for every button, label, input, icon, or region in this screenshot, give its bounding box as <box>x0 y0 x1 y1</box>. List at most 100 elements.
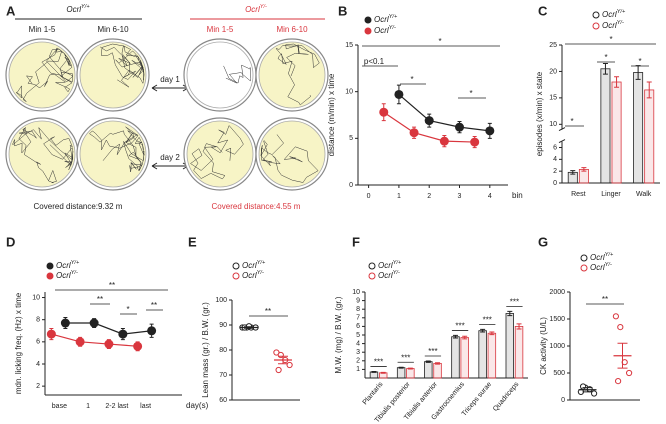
data-point <box>591 390 598 397</box>
arena-inner <box>8 120 76 188</box>
period-label: Min 6-10 <box>97 25 129 34</box>
y-tick-label: 2 <box>36 383 40 390</box>
trajectory <box>223 64 252 84</box>
mean-point <box>89 318 99 328</box>
bar <box>396 367 406 379</box>
error-bar <box>407 367 413 370</box>
error-bar <box>516 323 522 330</box>
legend-label: OcrlY/- <box>56 270 78 280</box>
error-bar <box>489 331 495 336</box>
day-arrows <box>151 84 189 170</box>
y-tick-label: 6 <box>36 339 40 346</box>
y-tick-label: 500 <box>553 370 565 377</box>
y-tick-label: 4 <box>553 156 557 163</box>
caption: Covered distance:4.55 m <box>212 202 301 211</box>
annotation: * <box>604 53 607 62</box>
mean-point <box>470 137 480 147</box>
y-tick-label: 8 <box>36 317 40 324</box>
arena-inner <box>186 41 254 109</box>
period-label: Min 1-5 <box>29 25 56 34</box>
legend-marker <box>232 262 240 270</box>
legend-label: OcrlY/- <box>602 20 624 30</box>
error-bar <box>371 371 377 373</box>
y-tick-label: 6 <box>356 323 360 330</box>
y-tick-label: 10 <box>549 121 557 128</box>
mean-point <box>424 116 434 126</box>
bar <box>633 72 644 184</box>
error-bar <box>278 355 288 365</box>
series-line <box>65 322 152 335</box>
y-tick-label: 1000 <box>549 343 565 350</box>
y-tick-label: 4 <box>356 340 360 347</box>
annotation: * <box>410 75 413 84</box>
bar <box>478 330 487 379</box>
annotation: ** <box>602 295 608 304</box>
period-label: Min 1-5 <box>207 25 234 34</box>
bar <box>644 89 655 184</box>
annotation: * <box>570 117 573 126</box>
x-tick-label: 1 <box>397 193 401 200</box>
y-tick-label: 4 <box>36 361 40 368</box>
y-tick-label: 25 <box>549 42 557 49</box>
data-point <box>615 378 622 385</box>
data-point <box>286 361 293 369</box>
y-tick-label: 10 <box>32 294 40 301</box>
trajectory <box>89 126 145 173</box>
mean-point <box>409 128 419 138</box>
mean-point <box>394 89 404 99</box>
y-axis-label: episodes (x/min) x state <box>535 71 544 156</box>
legend-marker <box>592 11 600 19</box>
y-tick-label: 0 <box>553 180 557 187</box>
trajectory <box>99 43 145 88</box>
y-tick-label: 8 <box>356 306 360 313</box>
y-tick-label: 5 <box>356 332 360 339</box>
axis-break <box>558 127 566 144</box>
x-axis-label: bin <box>512 191 523 200</box>
legend-marker <box>592 22 600 30</box>
trajectory <box>15 47 74 102</box>
y-tick-label: 60 <box>219 397 227 404</box>
y-axis-label: Lean mass (gr.) / B.W. (gr.) <box>201 302 210 398</box>
x-tick-label: Plantaris <box>362 381 385 407</box>
error-bar <box>617 342 628 369</box>
arena-inner <box>8 41 76 109</box>
data-point <box>612 313 620 320</box>
annotation: ** <box>151 301 157 310</box>
data-point <box>580 383 587 390</box>
legend-marker <box>232 272 240 280</box>
y-tick-label: 10 <box>352 289 360 296</box>
x-tick-label: 0 <box>367 193 371 200</box>
trajectory <box>190 125 244 180</box>
y-tick-label: 70 <box>219 372 227 379</box>
panel-label: B <box>338 3 347 18</box>
error-bar <box>581 167 587 172</box>
y-axis-label: M.W. (mg) / B.W. (gr.) <box>334 296 343 373</box>
error-bar <box>507 310 513 317</box>
annotation: *** <box>510 297 519 306</box>
bar <box>611 81 622 184</box>
x-tick-label: 2 <box>427 193 431 200</box>
bar <box>451 336 460 379</box>
y-axis-label: mdn. licking freq. (Hz) x time <box>14 292 23 394</box>
mean-point <box>147 326 157 336</box>
panel-label: F <box>352 234 360 249</box>
x-tick-label: 2-2 last <box>105 403 128 410</box>
arena-inner <box>186 120 254 188</box>
mean-point <box>485 126 495 136</box>
error-bar <box>380 371 386 374</box>
series-line <box>383 111 475 143</box>
mean-point <box>60 318 70 328</box>
annotation: ** <box>109 281 115 290</box>
x-tick-label: Quadriceps <box>492 381 521 413</box>
annotation: ** <box>265 307 271 316</box>
legend-marker <box>580 254 588 262</box>
annotation: *** <box>374 358 383 367</box>
legend-marker <box>580 264 588 272</box>
data-point <box>626 369 633 377</box>
panel-label: G <box>538 234 548 249</box>
error-bar <box>602 63 608 75</box>
mean-point <box>118 329 128 339</box>
period-label: Min 6-10 <box>276 25 308 34</box>
y-tick-label: 90 <box>219 322 227 329</box>
